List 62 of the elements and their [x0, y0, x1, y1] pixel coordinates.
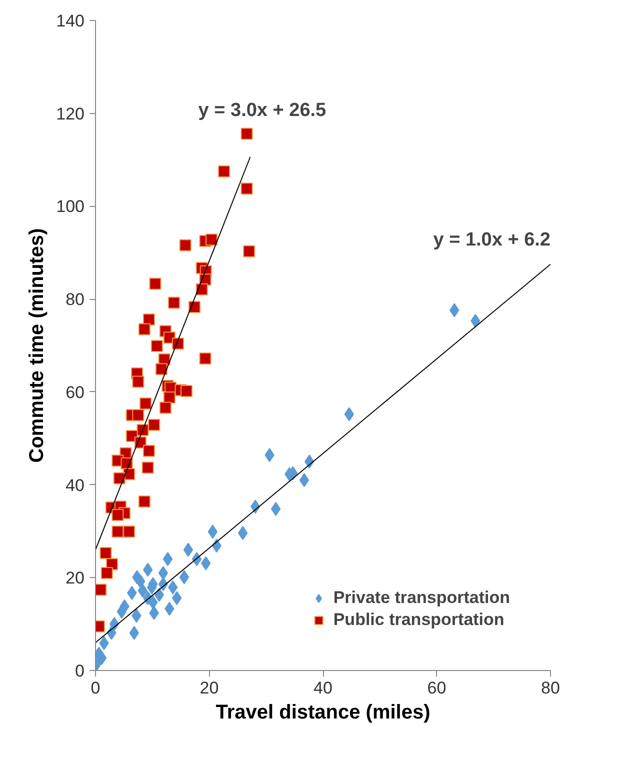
- point: [180, 385, 192, 397]
- point: [123, 526, 136, 538]
- point: [154, 588, 164, 602]
- point: [240, 182, 253, 195]
- point: [96, 584, 107, 596]
- legend-label: Public transportation: [333, 610, 504, 630]
- annotation: y = 1.0x + 6.2: [433, 229, 550, 250]
- point: [140, 398, 152, 410]
- y-tick-label: 60: [66, 382, 85, 402]
- point: [150, 340, 163, 352]
- point: [142, 562, 153, 577]
- point: [142, 462, 154, 474]
- point: [162, 552, 173, 566]
- point: [149, 278, 162, 290]
- point: [100, 567, 113, 579]
- point: [270, 502, 281, 516]
- point: [179, 239, 192, 252]
- point: [138, 584, 148, 598]
- point: [100, 547, 112, 560]
- point: [132, 376, 144, 388]
- x-tick-label: 0: [90, 678, 100, 698]
- y-tick-label: 80: [66, 290, 85, 310]
- y-tick-label: 100: [56, 197, 85, 216]
- point: [179, 570, 190, 584]
- point: [113, 472, 126, 484]
- legend-label: Private transportation: [333, 588, 510, 608]
- point: [112, 508, 124, 521]
- x-tick-label: 20: [200, 678, 219, 698]
- point: [138, 496, 150, 508]
- point: [206, 234, 218, 246]
- point: [158, 566, 168, 580]
- point: [299, 473, 310, 488]
- y-tick-label: 140: [56, 12, 85, 30]
- annotation: y = 3.0x + 26.5: [198, 100, 327, 121]
- x-tick-label: 80: [541, 678, 560, 698]
- y-tick-label: 20: [66, 568, 85, 588]
- point: [132, 409, 144, 422]
- y-tick-label: 120: [56, 104, 85, 124]
- point: [138, 323, 150, 336]
- point: [240, 128, 253, 140]
- point: [196, 283, 208, 296]
- point: [243, 245, 256, 258]
- x-tick-label: 60: [427, 678, 446, 698]
- point: [172, 338, 184, 350]
- point: [238, 526, 248, 540]
- point: [168, 296, 180, 309]
- point: [159, 402, 172, 414]
- point: [199, 352, 212, 364]
- y-tick-label: 40: [66, 476, 85, 495]
- point: [188, 300, 200, 313]
- point: [112, 526, 124, 538]
- y-tick-label: 0: [75, 662, 85, 680]
- point: [142, 444, 155, 457]
- x-tick-label: 40: [314, 678, 332, 698]
- point: [129, 626, 140, 640]
- point: [183, 542, 194, 557]
- point: [155, 363, 168, 376]
- y-axis-title: Commute time (minutes): [26, 228, 48, 463]
- point: [142, 314, 155, 326]
- point: [148, 418, 160, 431]
- x-axis-title: Travel distance (miles): [216, 702, 430, 724]
- point: [218, 165, 230, 178]
